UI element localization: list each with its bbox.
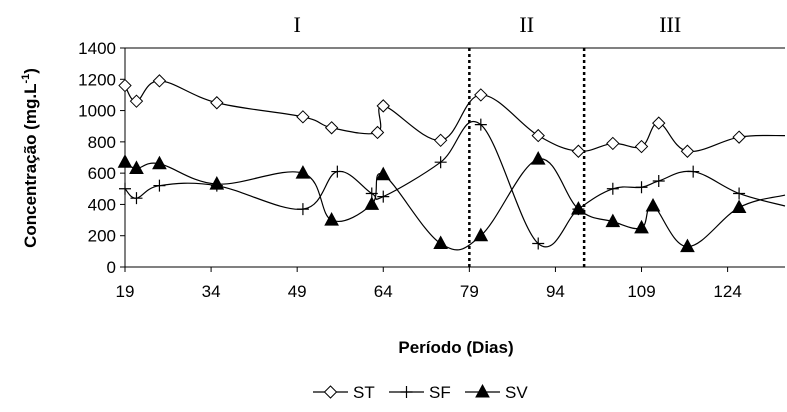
data-point-ST <box>129 94 144 108</box>
x-axis-ticks: 19 34 49 64 79 94 109 124 <box>116 267 742 301</box>
x-tick-label: 64 <box>374 282 393 301</box>
data-point-ST <box>732 130 746 144</box>
phase-label: I <box>294 12 301 37</box>
series-group <box>117 74 786 253</box>
y-tick-label: 600 <box>88 164 116 183</box>
data-point-SF <box>119 182 131 195</box>
y-tick-label: 400 <box>88 195 116 214</box>
data-point-ST <box>152 74 167 88</box>
series-line-SV <box>124 158 786 251</box>
data-point-SV <box>295 165 311 179</box>
phase-label: II <box>519 12 534 37</box>
data-point-SF <box>331 165 344 178</box>
x-tick-label: 109 <box>627 282 655 301</box>
data-point-SV <box>209 176 225 190</box>
data-point-ST <box>652 116 666 130</box>
y-axis-label: Concentração (mg.L-1) <box>20 68 40 248</box>
y-tick-label: 1000 <box>78 102 116 121</box>
data-point-ST <box>433 133 448 147</box>
legend-label-SV: SV <box>505 383 528 402</box>
legend-marker-SV <box>475 383 490 398</box>
data-point-SV <box>645 197 661 212</box>
x-tick-label: 124 <box>713 282 741 301</box>
data-point-SF <box>377 190 390 203</box>
x-tick-label: 79 <box>460 282 479 301</box>
data-point-SV <box>152 155 167 170</box>
data-point-SV <box>731 199 747 214</box>
data-point-ST <box>680 144 695 158</box>
data-point-ST <box>531 128 545 143</box>
data-point-ST <box>118 78 132 93</box>
data-point-ST <box>634 139 649 154</box>
data-point-ST <box>571 144 586 158</box>
data-point-SF <box>130 192 143 205</box>
y-tick-label: 1400 <box>78 39 116 58</box>
legend-label-SF: SF <box>429 383 451 402</box>
data-point-SV <box>364 196 380 210</box>
data-point-ST <box>376 99 390 113</box>
legend-marker-ST <box>323 385 338 399</box>
data-point-SV <box>605 213 621 228</box>
data-point-SF <box>687 165 700 178</box>
x-axis-label: Período (Dias) <box>398 338 513 357</box>
data-point-SV <box>680 238 695 253</box>
data-point-ST <box>370 125 385 140</box>
data-point-SV <box>530 151 546 165</box>
data-point-ST <box>474 88 488 102</box>
data-point-ST <box>296 110 310 124</box>
y-tick-label: 200 <box>88 227 116 246</box>
y-tick-label: 800 <box>88 133 116 152</box>
data-point-SV <box>375 166 391 181</box>
data-point-SF <box>434 156 447 169</box>
series-line-ST <box>124 80 786 153</box>
legend-marker-SF <box>400 386 413 398</box>
data-point-SV <box>571 201 586 215</box>
x-tick-label: 19 <box>116 282 135 301</box>
y-tick-label: 1200 <box>78 70 116 89</box>
data-point-SV <box>634 219 649 234</box>
series-SV <box>117 151 786 253</box>
data-point-ST <box>210 96 224 110</box>
data-point-SF <box>733 187 746 200</box>
data-point-SV <box>117 154 133 168</box>
legend: ST SF SV <box>313 383 528 402</box>
x-tick-label: 49 <box>288 282 307 301</box>
data-point-SV <box>324 212 339 226</box>
data-point-SV <box>129 160 144 174</box>
data-point-SF <box>474 118 487 131</box>
legend-label-ST: ST <box>353 383 375 402</box>
data-point-SF <box>532 237 545 250</box>
data-point-SF <box>296 203 309 216</box>
data-point-SV <box>473 227 489 242</box>
x-tick-label: 94 <box>546 282 565 301</box>
data-point-SF <box>652 174 665 187</box>
y-tick-label: 0 <box>107 258 116 277</box>
y-axis-ticks: 0 200 400 600 800 1000 1200 1400 <box>78 39 125 277</box>
phase-label: III <box>659 12 681 37</box>
data-point-ST <box>324 121 339 135</box>
data-point-ST <box>606 136 620 151</box>
phase-labels: I II III <box>294 12 682 37</box>
data-point-SF <box>635 181 648 194</box>
data-point-SV <box>433 235 448 250</box>
phase-dividers <box>468 48 586 267</box>
data-point-SF <box>153 179 166 192</box>
data-point-SF <box>606 182 619 195</box>
series-ST <box>118 74 786 158</box>
x-tick-label: 34 <box>202 282 221 301</box>
